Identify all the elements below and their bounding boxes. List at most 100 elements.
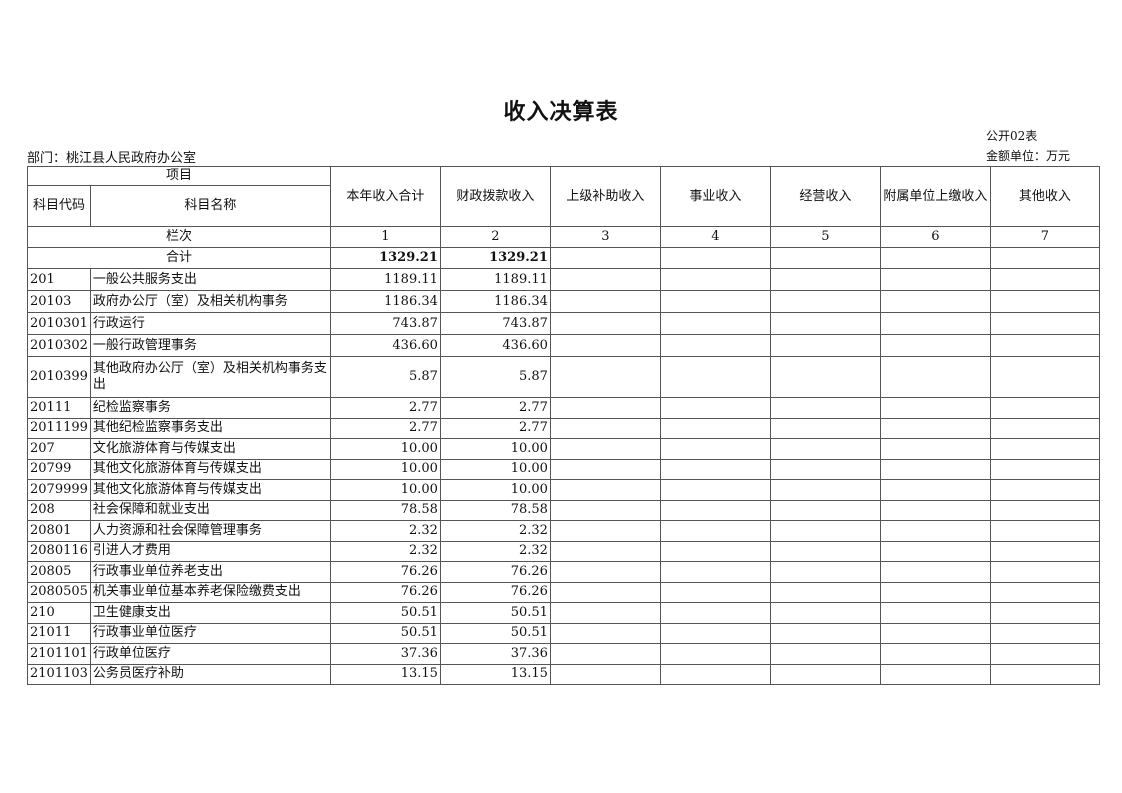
row-value-5 — [769, 663, 881, 685]
row-name: 行政单位医疗 — [89, 643, 331, 665]
row-value-1: 13.15 — [329, 663, 441, 685]
row-value-6 — [879, 499, 991, 521]
row-value-2: 1186.34 — [439, 290, 551, 313]
row-index-7: 7 — [989, 226, 1100, 248]
row-code: 2101103 — [27, 663, 91, 685]
row-index-2: 2 — [439, 226, 551, 248]
row-value-2: 78.58 — [439, 499, 551, 521]
row-value-3 — [549, 458, 661, 480]
row-code: 20103 — [27, 290, 91, 313]
row-value-2: 2.77 — [439, 417, 551, 439]
row-value-4 — [659, 602, 771, 624]
total-value-4 — [659, 247, 771, 269]
total-value-7 — [989, 247, 1100, 269]
unit-label: 金额单位：万元 — [986, 149, 1071, 163]
row-value-4 — [659, 458, 771, 480]
row-value-5 — [769, 397, 881, 419]
header-project: 项目 — [27, 166, 331, 186]
row-value-1: 76.26 — [329, 581, 441, 603]
row-code: 20801 — [27, 520, 91, 542]
row-value-3 — [549, 290, 661, 313]
row-value-2: 10.00 — [439, 479, 551, 501]
row-value-7 — [989, 643, 1100, 665]
row-name: 一般公共服务支出 — [89, 268, 331, 291]
row-value-4 — [659, 540, 771, 562]
total-value-3 — [549, 247, 661, 269]
row-value-4 — [659, 581, 771, 603]
row-name: 其他文化旅游体育与传媒支出 — [89, 479, 331, 501]
row-value-2: 76.26 — [439, 561, 551, 583]
row-value-3 — [549, 561, 661, 583]
row-value-7 — [989, 417, 1100, 439]
row-name: 公务员医疗补助 — [89, 663, 331, 685]
row-value-4 — [659, 561, 771, 583]
row-value-6 — [879, 479, 991, 501]
row-value-5 — [769, 479, 881, 501]
row-name: 纪检监察事务 — [89, 397, 331, 419]
row-code: 2010301 — [27, 312, 91, 335]
table-row: 20805 行政事业单位养老支出 76.26 76.26 — [27, 561, 1100, 583]
row-value-3 — [549, 581, 661, 603]
row-value-4 — [659, 417, 771, 439]
row-code: 20111 — [27, 397, 91, 419]
total-row: 合计 1329.21 1329.21 — [27, 247, 1100, 269]
row-value-1: 1186.34 — [329, 290, 441, 313]
row-value-6 — [879, 268, 991, 291]
row-value-7 — [989, 458, 1100, 480]
row-code: 2079999 — [27, 479, 91, 501]
row-value-3 — [549, 622, 661, 644]
row-value-6 — [879, 417, 991, 439]
row-code: 2101101 — [27, 643, 91, 665]
row-value-5 — [769, 643, 881, 665]
row-index: 栏次 1 2 3 4 5 6 7 — [27, 226, 1100, 248]
row-value-1: 2.32 — [329, 540, 441, 562]
row-value-2: 1189.11 — [439, 268, 551, 291]
row-value-5 — [769, 561, 881, 583]
row-value-2: 2.32 — [439, 520, 551, 542]
row-value-3 — [549, 334, 661, 357]
row-value-5 — [769, 334, 881, 357]
row-value-7 — [989, 581, 1100, 603]
row-value-1: 1189.11 — [329, 268, 441, 291]
row-value-6 — [879, 663, 991, 685]
row-value-6 — [879, 458, 991, 480]
row-value-5 — [769, 581, 881, 603]
table-row: 2101103 公务员医疗补助 13.15 13.15 — [27, 663, 1100, 685]
row-value-4 — [659, 334, 771, 357]
row-value-4 — [659, 397, 771, 419]
header-code: 科目代码 — [27, 185, 91, 227]
row-value-6 — [879, 290, 991, 313]
row-value-2: 37.36 — [439, 643, 551, 665]
row-value-5 — [769, 417, 881, 439]
row-value-3 — [549, 540, 661, 562]
row-code: 201 — [27, 268, 91, 291]
row-value-3 — [549, 356, 661, 398]
row-value-5 — [769, 520, 881, 542]
table-row: 20799 其他文化旅游体育与传媒支出 10.00 10.00 — [27, 458, 1100, 480]
row-value-3 — [549, 520, 661, 542]
row-name: 其他纪检监察事务支出 — [89, 417, 331, 439]
header-col-5: 经营收入 — [769, 166, 881, 227]
row-value-2: 76.26 — [439, 581, 551, 603]
table-row: 2011199 其他纪检监察事务支出 2.77 2.77 — [27, 417, 1100, 439]
table-row: 210 卫生健康支出 50.51 50.51 — [27, 602, 1100, 624]
row-code: 210 — [27, 602, 91, 624]
header-col-7: 其他收入 — [989, 166, 1100, 227]
row-name: 政府办公厅（室）及相关机构事务 — [89, 290, 331, 313]
row-value-6 — [879, 561, 991, 583]
row-code: 21011 — [27, 622, 91, 644]
table-row: 2080116 引进人才费用 2.32 2.32 — [27, 540, 1100, 562]
row-value-5 — [769, 540, 881, 562]
row-index-5: 5 — [769, 226, 881, 248]
row-value-1: 50.51 — [329, 622, 441, 644]
row-value-1: 2.77 — [329, 397, 441, 419]
row-index-3: 3 — [549, 226, 661, 248]
row-value-5 — [769, 290, 881, 313]
row-value-7 — [989, 268, 1100, 291]
row-value-4 — [659, 268, 771, 291]
table-row: 20801 人力资源和社会保障管理事务 2.32 2.32 — [27, 520, 1100, 542]
page-title: 收入决算表 — [503, 99, 619, 125]
table-row: 2010301 行政运行 743.87 743.87 — [27, 312, 1100, 335]
header-col-4: 事业收入 — [659, 166, 771, 227]
row-value-7 — [989, 356, 1100, 398]
